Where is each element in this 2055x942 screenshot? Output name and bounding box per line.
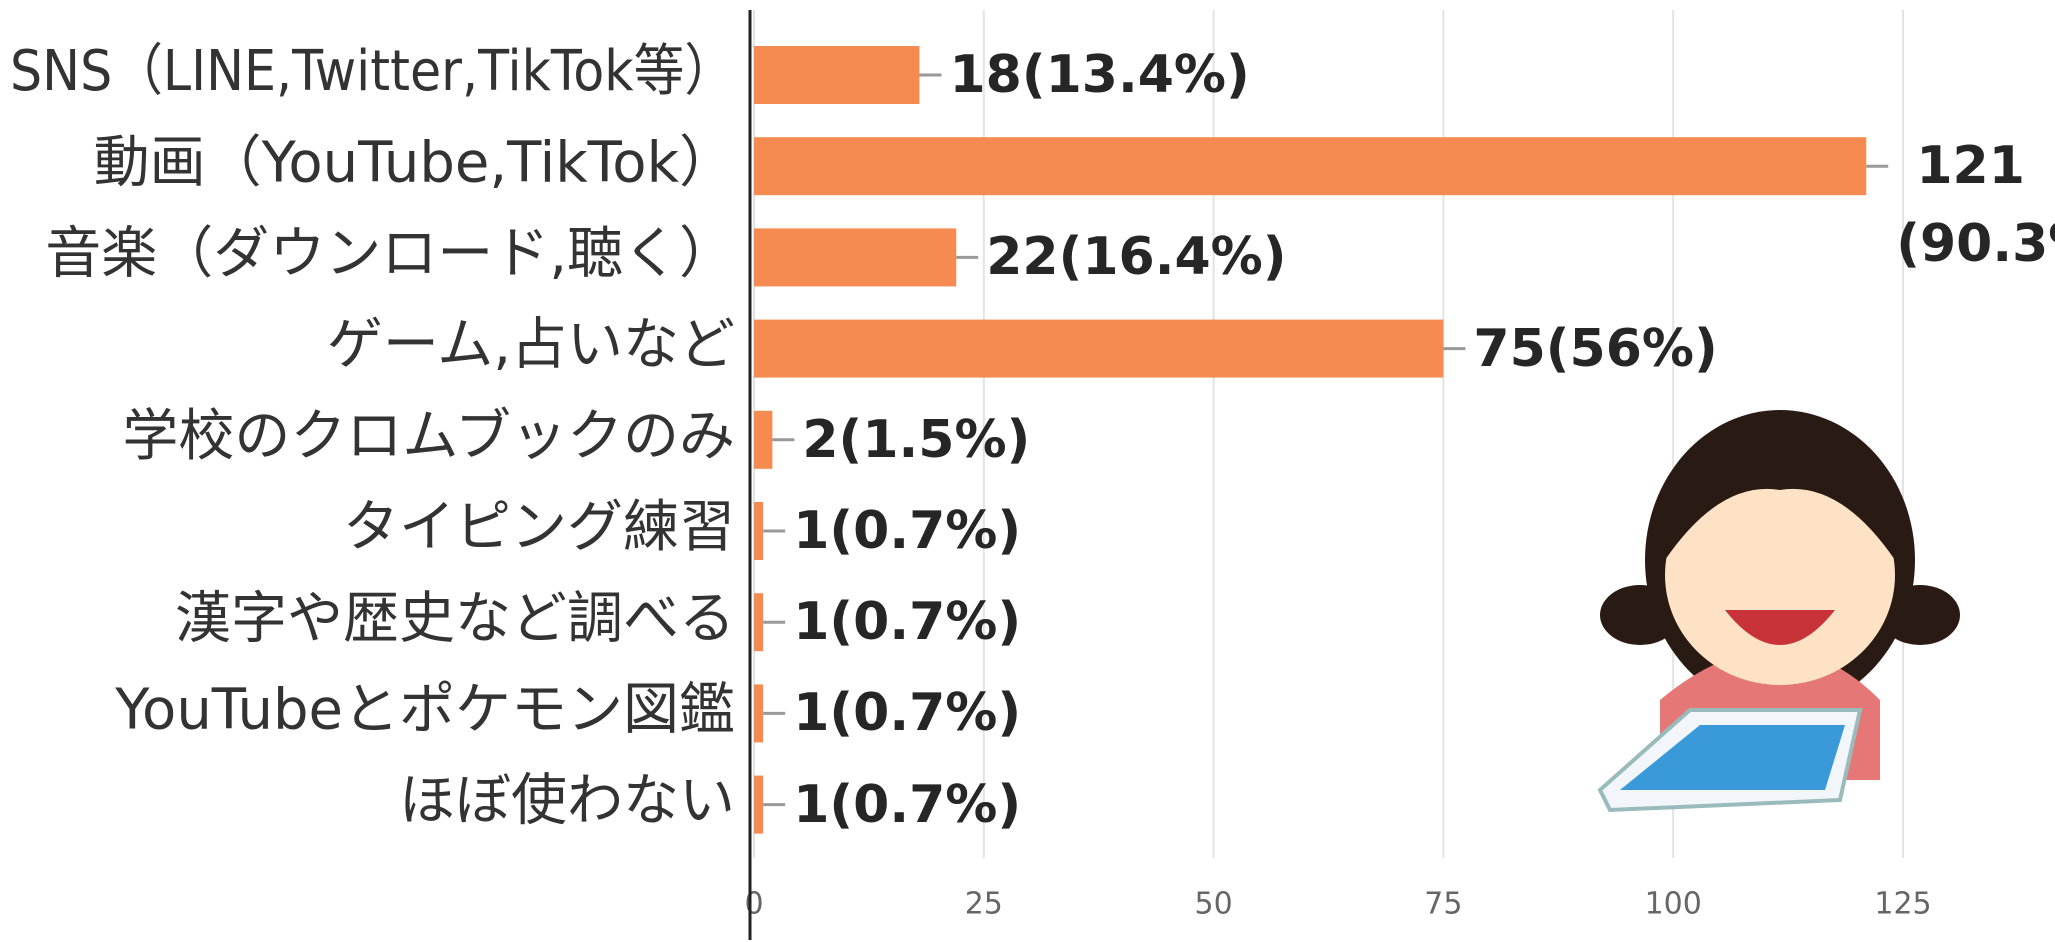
category-label: 動画（YouTube,TikTok） [94,130,735,195]
bar [754,502,763,560]
page: 0 25 50 75 100 125 SNS（LINE,Twitter,TikTok等） 動画… [0,0,2055,942]
category-label: ほぼ使わない [399,769,735,834]
value-label: 1(0.7%) [793,766,1021,844]
bar [754,320,1443,378]
category-label: 学校のクロムブックのみ [122,404,735,469]
x-tick-label: 75 [1424,887,1462,922]
bar [754,776,763,834]
value-label: 22(16.4%) [986,218,1286,296]
value-label: 18(13.4%) [949,36,1249,114]
category-label: 音楽（ダウンロード,聴く） [45,222,735,287]
bar [754,684,763,742]
bar [754,46,919,104]
value-label: 75(56%) [1473,310,1717,388]
girl-illustration [1600,410,1960,810]
bar [754,593,763,651]
x-tick-label: 50 [1195,887,1233,922]
x-tick-label: 125 [1874,887,1931,922]
x-tick-label: 100 [1645,887,1702,922]
category-label: YouTubeとポケモン図鑑 [114,678,735,743]
bar [754,137,1866,195]
bar [754,411,772,469]
value-label: 1(0.7%) [793,583,1021,661]
bar [754,228,956,286]
value-label: 121 (90.3%) [1896,127,2045,283]
value-label: 1(0.7%) [793,674,1021,752]
category-label: SNS（LINE,Twitter,TikTok等） [10,39,735,104]
value-label: 2(1.5%) [802,401,1030,479]
category-label: ゲーム,占いなど [327,313,735,378]
x-tick-label: 0 [744,887,763,922]
category-label: タイピング練習 [343,495,735,560]
category-label: 漢字や歴史など調べる [175,586,735,651]
x-tick-label: 25 [965,887,1003,922]
value-label: 1(0.7%) [793,492,1021,570]
